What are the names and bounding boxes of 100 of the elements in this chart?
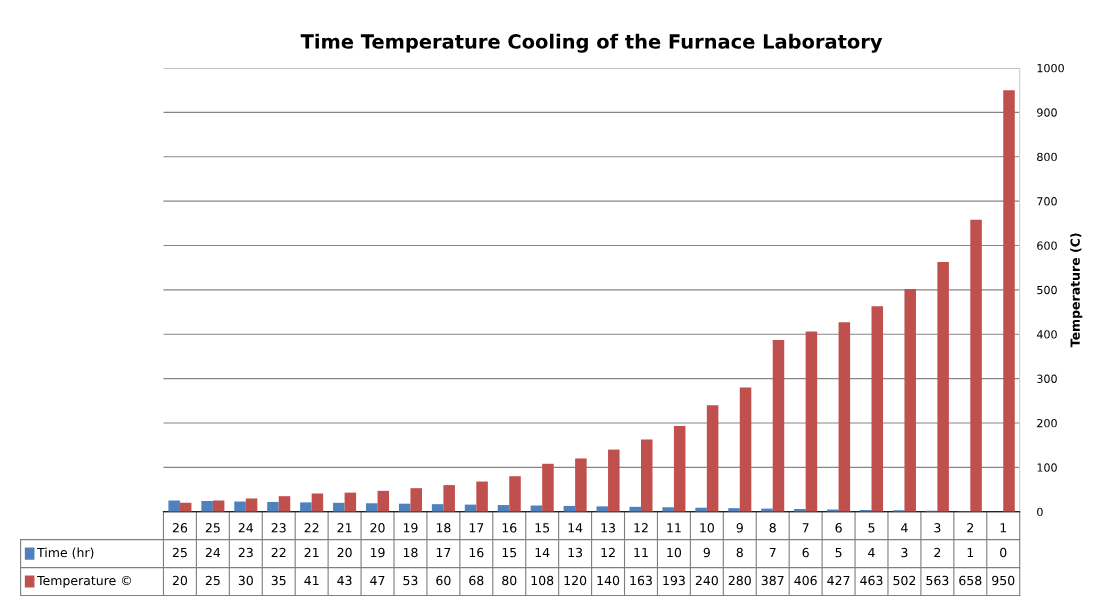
data-label: 8: [736, 547, 743, 558]
x-tick-label: 4: [901, 523, 908, 533]
bar: [575, 458, 587, 512]
data-label: 563: [926, 575, 949, 586]
x-tick-label: 24: [238, 523, 254, 533]
y2-tick-label: 300: [1037, 374, 1057, 383]
data-label: 10: [667, 547, 682, 558]
bar: [509, 476, 521, 512]
bar: [827, 509, 839, 512]
x-tick-label: 23: [271, 523, 286, 533]
data-label: 658: [959, 575, 982, 586]
bar: [970, 219, 982, 512]
y2-tick-label: 100: [1037, 463, 1057, 472]
data-label: 20: [337, 547, 352, 558]
bar: [904, 288, 916, 512]
bar: [608, 449, 620, 512]
x-tick-label: 1: [1000, 523, 1007, 533]
bar: [772, 339, 785, 512]
bar: [871, 306, 884, 512]
data-label: 502: [893, 575, 916, 586]
y2-tick-label: 900: [1037, 108, 1057, 117]
data-label: 406: [794, 575, 817, 586]
y2-tick-label: 700: [1037, 197, 1057, 206]
x-tick-label: 15: [535, 523, 550, 533]
data-label: 19: [370, 547, 385, 558]
y2-tick-label: 1000: [1037, 63, 1064, 73]
data-label: 43: [337, 575, 352, 586]
data-label: 11: [634, 547, 648, 558]
data-label: 240: [695, 575, 718, 586]
data-label: 7: [769, 547, 776, 558]
data-label: 950: [992, 575, 1015, 586]
bar: [662, 507, 674, 512]
y2-tick-label: 400: [1036, 330, 1057, 339]
legend-label: Time (hr): [37, 547, 94, 559]
bar: [805, 331, 818, 512]
y2-tick-label: 600: [1037, 241, 1057, 250]
data-label: 23: [238, 547, 253, 558]
bar: [278, 496, 291, 512]
y2-tick-label: 500: [1037, 285, 1057, 295]
bar: [673, 426, 686, 512]
bar: [838, 322, 851, 512]
data-label: 9: [703, 547, 710, 558]
data-label: 13: [568, 547, 583, 558]
data-label: 108: [531, 575, 554, 586]
bar: [476, 481, 488, 512]
x-tick-label: 26: [172, 523, 188, 533]
data-label: 0: [1000, 547, 1007, 558]
data-label: 16: [469, 547, 484, 558]
y2-tick-label: 0: [1037, 507, 1043, 517]
x-tick-label: 25: [205, 523, 220, 533]
data-label: 30: [238, 575, 253, 586]
y2-tick-label: 800: [1037, 152, 1057, 162]
x-tick-label: 6: [835, 523, 842, 533]
bar: [201, 501, 213, 512]
bar: [234, 501, 246, 512]
bar: [168, 500, 180, 512]
data-label: 14: [535, 547, 550, 558]
x-tick-label: 8: [769, 523, 776, 533]
bar: [344, 492, 357, 512]
bar: [596, 506, 609, 512]
legend-label: Temperature ©: [37, 575, 131, 588]
bar: [443, 485, 455, 512]
data-label: 280: [728, 575, 751, 586]
x-tick-label: 14: [568, 523, 583, 533]
data-label: 1: [967, 547, 974, 558]
x-tick-label: 12: [634, 523, 648, 533]
data-label: 387: [761, 575, 784, 586]
data-label: 140: [597, 575, 620, 586]
data-label: 80: [502, 575, 517, 586]
bar: [410, 488, 422, 512]
x-tick-label: 2: [967, 523, 974, 533]
data-label: 15: [502, 547, 517, 558]
data-label: 18: [403, 547, 418, 558]
bar: [640, 439, 653, 512]
bar: [245, 498, 258, 512]
chart-title: Time Temperature Cooling of the Furnace Laboratory: [300, 33, 883, 53]
x-tick-label: 7: [802, 523, 809, 533]
y2-axis-title: Temperature (C): [1070, 233, 1083, 348]
data-label: 53: [403, 575, 418, 586]
bar: [333, 502, 345, 512]
data-label: 21: [304, 547, 319, 558]
x-tick-label: 16: [502, 523, 517, 533]
x-tick-label: 11: [667, 523, 681, 533]
data-label: 41: [304, 575, 319, 586]
x-tick-label: 5: [868, 523, 875, 533]
bar: [267, 501, 279, 512]
data-label: 47: [370, 575, 385, 586]
x-tick-label: 3: [934, 523, 941, 533]
bar: [739, 387, 752, 512]
x-tick-label: 21: [337, 523, 352, 533]
bar: [937, 261, 949, 512]
bar: [366, 503, 378, 512]
data-label: 25: [172, 547, 187, 558]
bar: [300, 502, 312, 512]
data-label: 20: [172, 575, 188, 586]
data-label: 120: [564, 575, 587, 586]
x-tick-label: 18: [436, 523, 451, 533]
data-label: 427: [827, 575, 850, 586]
data-label: 2: [934, 547, 941, 558]
data-label: 4: [868, 547, 875, 558]
